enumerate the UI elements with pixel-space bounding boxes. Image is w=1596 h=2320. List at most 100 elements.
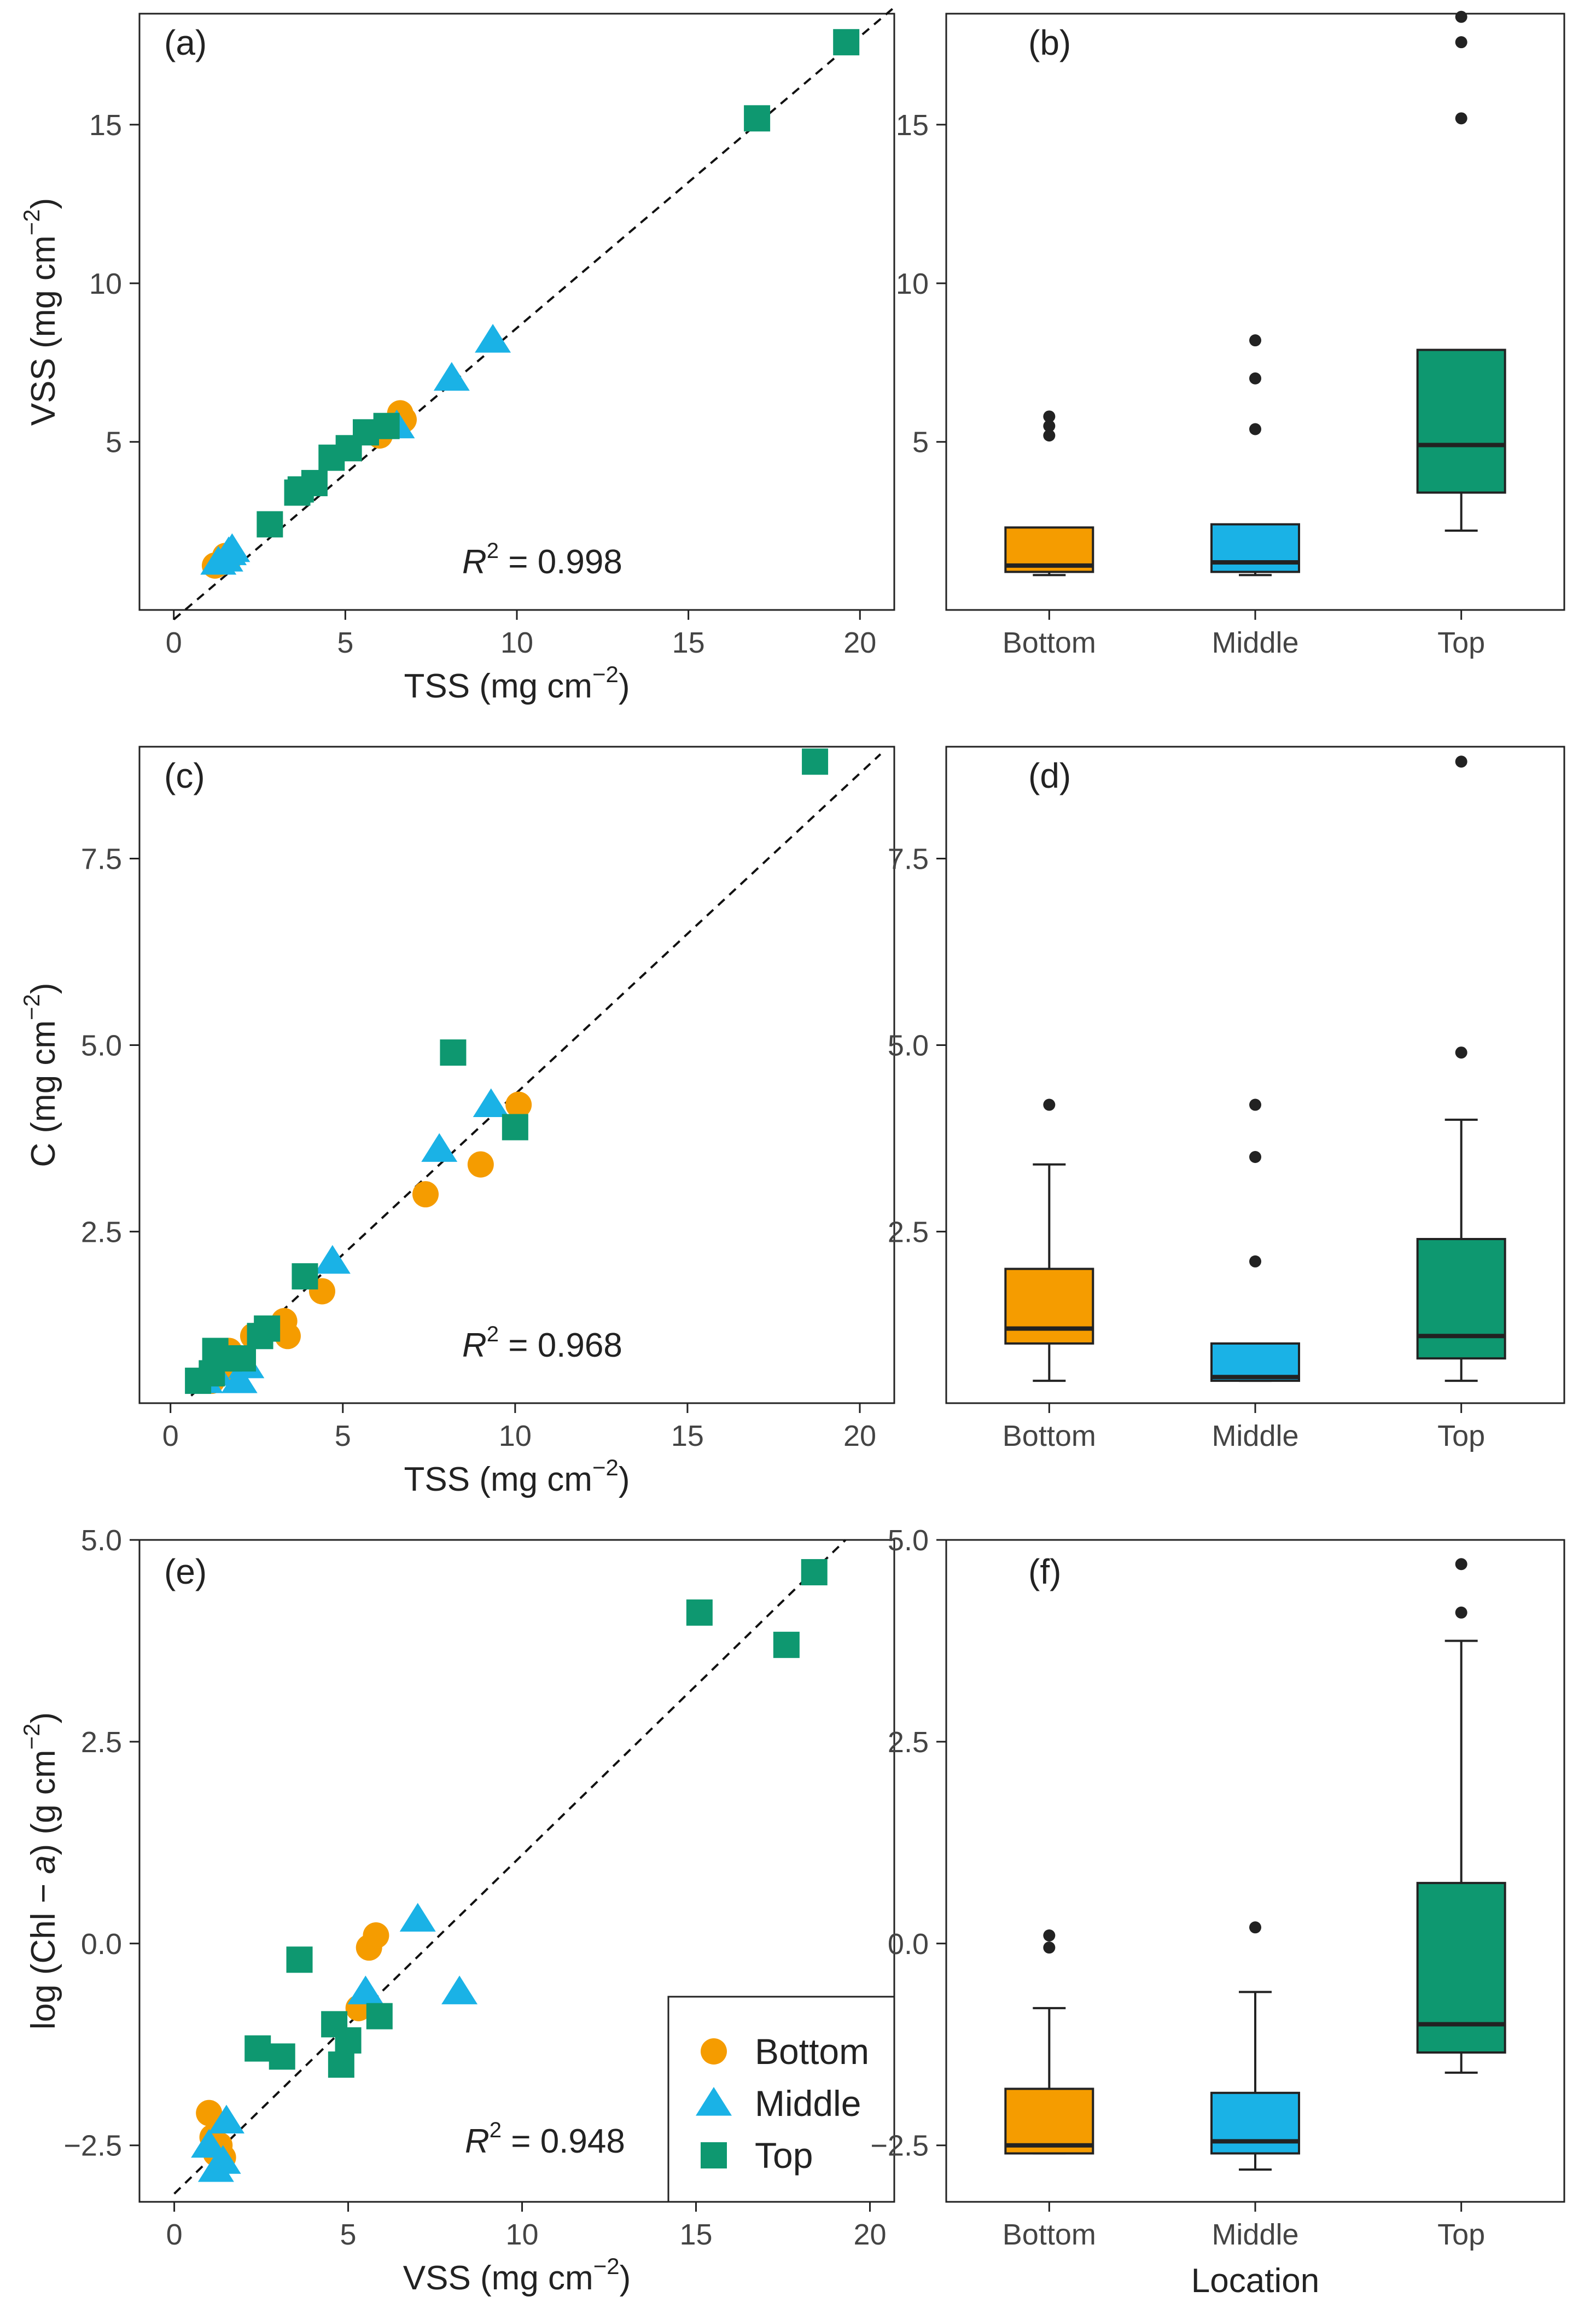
category-label-bottom: Bottom	[1003, 2218, 1096, 2251]
x-axis-title-exponent: −2	[592, 1455, 619, 1480]
y-tick-label: 10	[896, 268, 929, 300]
box-middle	[1210, 2091, 1300, 2155]
x-tick-label: 15	[671, 1420, 704, 1452]
outlier-point	[1043, 1098, 1056, 1111]
box-panel-1: (b) 5 10 15 Bottom Middle Top	[896, 10, 1565, 659]
outlier-point	[1043, 1941, 1056, 1954]
data-point-top	[244, 2035, 271, 2062]
x-axis-title-text: TSS (mg cm	[404, 667, 592, 705]
outlier-point	[1043, 1929, 1056, 1942]
y-axis-title: C (mg cm−2)	[19, 982, 62, 1167]
data-point-middle	[208, 2104, 244, 2133]
r-squared-value: = 0.948	[502, 2123, 625, 2160]
y-tick-label: 10	[89, 268, 122, 300]
outlier-point	[1249, 1255, 1261, 1267]
x-axis-title: TSS (mg cm−2)	[404, 1455, 630, 1498]
data-point-middle	[205, 2145, 241, 2174]
box-middle	[1210, 1342, 1300, 1382]
data-point-middle	[191, 2129, 228, 2158]
panel-label: (c)	[164, 756, 205, 795]
data-point-top	[292, 1263, 318, 1290]
data-point-top	[440, 1039, 467, 1066]
r-squared-symbol: R	[462, 1327, 487, 1364]
outlier-point	[1455, 1046, 1467, 1059]
data-point-bottom	[412, 1181, 439, 1208]
panel-frame	[945, 13, 1565, 611]
panel-frame	[138, 746, 895, 1404]
category-label-middle: Middle	[1211, 626, 1298, 659]
y-tick-label: 7.5	[81, 843, 122, 876]
data-point-middle	[441, 1975, 478, 2004]
data-point-top	[502, 1114, 528, 1141]
y-tick-label: 2.5	[81, 1216, 122, 1248]
x-tick-label: 10	[500, 626, 533, 659]
data-point-top	[257, 511, 283, 538]
panel-label: (b)	[1028, 23, 1071, 62]
box-panel-5: (f) −2.5 0.0 2.5 5.0 Bottom Middle Top Location	[870, 1524, 1565, 2300]
y-tick-label: 7.5	[888, 843, 929, 876]
category-label-bottom: Bottom	[1003, 1420, 1096, 1452]
outlier-point	[1249, 423, 1261, 435]
y-axis-title-text: C (mg cm	[25, 1020, 62, 1167]
y-axis-title-prefix: log (Chl −	[25, 1874, 62, 2030]
y-axis-title-text: VSS (mg cm	[25, 235, 62, 426]
outlier-point	[1455, 112, 1467, 125]
legend-label-top: Top	[755, 2135, 813, 2176]
y-axis-title-exponent: −2	[19, 994, 44, 1020]
outlier-point	[1043, 410, 1056, 423]
y-axis-title-italic: a	[25, 1855, 62, 1874]
data-point-top	[802, 748, 829, 775]
outlier-point	[1249, 334, 1261, 347]
y-tick-label: 5	[912, 426, 929, 459]
box-bottom	[1004, 2088, 1094, 2155]
category-label-middle: Middle	[1211, 1420, 1298, 1452]
y-axis-title-exponent: −2	[19, 209, 44, 235]
outlier-point	[1455, 1558, 1467, 1571]
fit-line	[190, 753, 882, 1397]
x-tick-label: 0	[166, 626, 182, 659]
y-tick-label: 0.0	[888, 1928, 929, 1961]
x-tick-label: 15	[679, 2218, 712, 2251]
x-tick-label: 5	[340, 2218, 357, 2251]
box-bottom	[1004, 1267, 1094, 1345]
x-tick-label: 10	[506, 2218, 539, 2251]
panel-frame	[138, 1539, 895, 2203]
panel-label: (d)	[1028, 756, 1071, 795]
data-point-middle	[473, 1088, 509, 1118]
outlier-point	[1249, 372, 1261, 385]
r-squared-label: R2 = 0.968	[462, 1322, 622, 1364]
y-tick-label: 5.0	[81, 1524, 122, 1557]
box-middle	[1210, 523, 1300, 573]
y-axis-title-close: )	[25, 198, 62, 210]
legend-label-bottom: Bottom	[755, 2031, 869, 2072]
r-squared-value: = 0.998	[499, 543, 622, 581]
data-point-top	[366, 2003, 393, 2030]
y-tick-label: 15	[896, 109, 929, 142]
x-tick-label: 5	[337, 626, 353, 659]
r-squared-exponent: 2	[490, 2118, 502, 2142]
data-point-middle	[399, 1903, 436, 1932]
category-label-top: Top	[1437, 626, 1485, 659]
y-axis-title-unit: ) (g cm	[25, 1749, 62, 1855]
data-point-top	[286, 1946, 313, 1973]
data-point-top	[373, 412, 400, 439]
box-top	[1416, 348, 1506, 494]
x-tick-label: 0	[166, 2218, 183, 2251]
r-squared-symbol: R	[465, 2123, 490, 2160]
box-top	[1416, 1238, 1506, 1360]
legend-marker-top	[701, 2142, 727, 2168]
x-tick-label: 10	[499, 1420, 532, 1452]
x-axis-title-exponent: −2	[593, 2253, 620, 2279]
outlier-point	[1455, 755, 1467, 768]
data-point-top	[301, 470, 328, 497]
data-point-middle	[214, 533, 251, 562]
fit-line	[173, 6, 895, 620]
data-point-middle	[221, 1364, 258, 1393]
scatter-panel-2: (c) 0 5 10 15 20 2.5 5.0 7.5 R2 = 0.968 TSS (mg cm…	[19, 746, 895, 1498]
outlier-point	[1455, 1606, 1467, 1619]
outlier-point	[1455, 10, 1467, 23]
data-point-bottom	[196, 2100, 223, 2126]
y-tick-label: 5.0	[81, 1029, 122, 1062]
data-point-top	[269, 2043, 295, 2070]
y-tick-label: 2.5	[81, 1726, 122, 1759]
